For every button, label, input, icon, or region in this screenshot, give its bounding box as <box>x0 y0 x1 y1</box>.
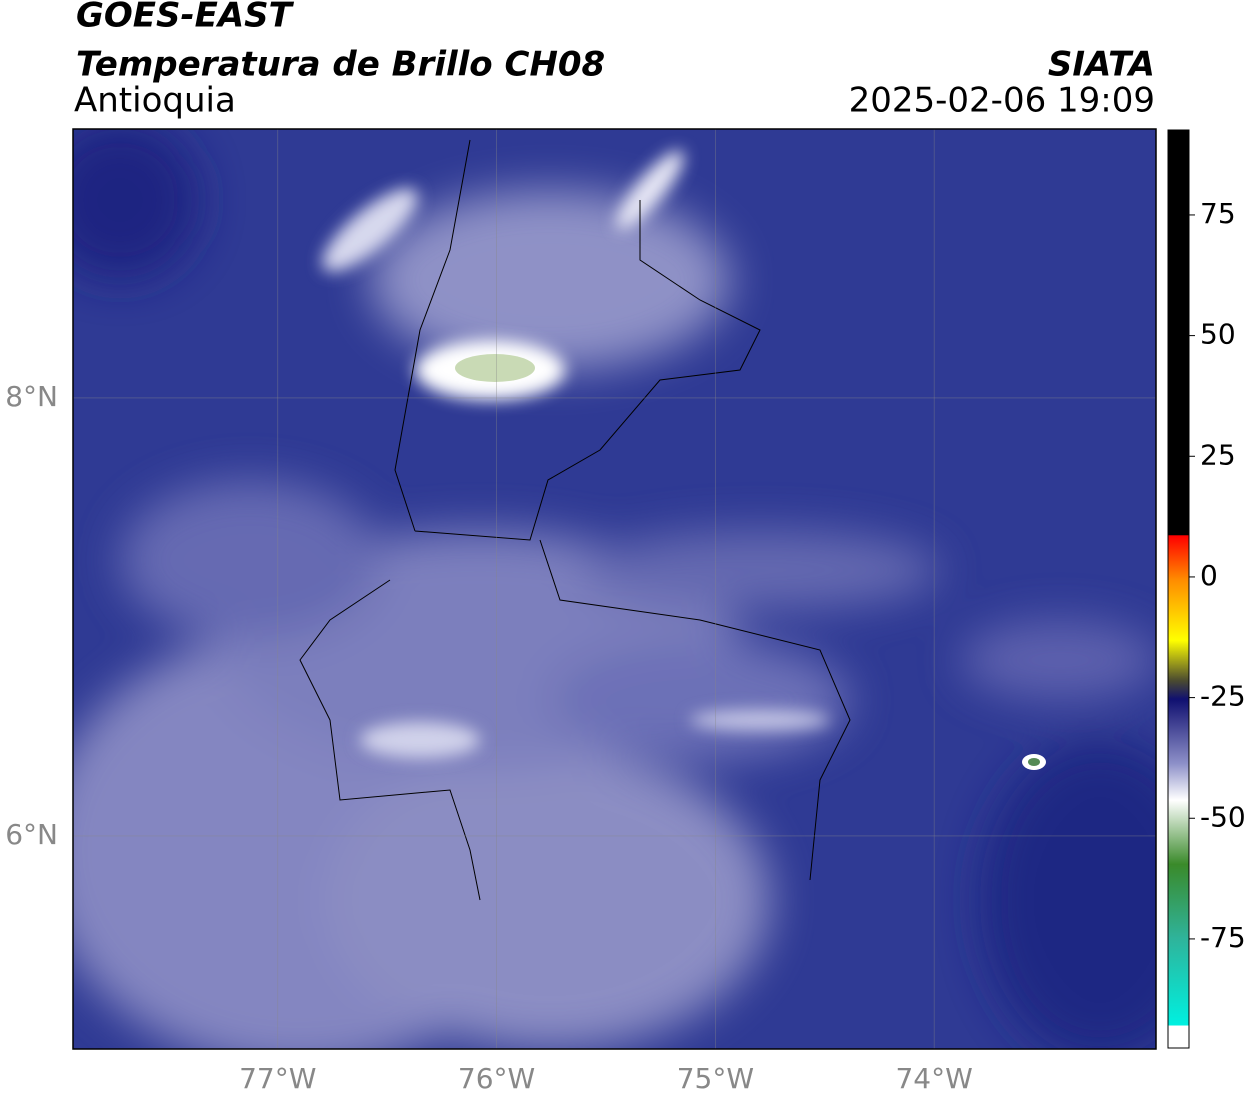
y-tick-label: 8°N <box>5 380 58 413</box>
colorbar-tick-label: -50 <box>1200 800 1246 833</box>
region: Antioquia <box>74 81 236 121</box>
source: SIATA <box>1048 45 1155 85</box>
x-tick-label: 75°W <box>677 1062 754 1095</box>
map-frame <box>72 128 1157 1050</box>
colorbar-tick-label: -25 <box>1200 680 1246 713</box>
colorbar-tick-label: 50 <box>1200 318 1236 351</box>
x-tick-label: 77°W <box>239 1062 316 1095</box>
colorbar-tick-label: -75 <box>1200 921 1246 954</box>
x-tick-label: 74°W <box>895 1062 972 1095</box>
title: GOES-EAST <box>76 0 295 36</box>
datetime: 2025-02-06 19:09 <box>849 81 1155 121</box>
colorbar-tick-label: 0 <box>1200 559 1218 592</box>
subtitle: Temperatura de Brillo CH08 <box>76 45 605 85</box>
colorbar <box>1167 129 1190 1049</box>
y-tick-label: 6°N <box>5 818 58 851</box>
colorbar-tick-label: 75 <box>1200 197 1236 230</box>
colorbar-tick-label: 25 <box>1200 438 1236 471</box>
x-tick-label: 76°W <box>458 1062 535 1095</box>
satellite-image <box>73 129 1156 1049</box>
